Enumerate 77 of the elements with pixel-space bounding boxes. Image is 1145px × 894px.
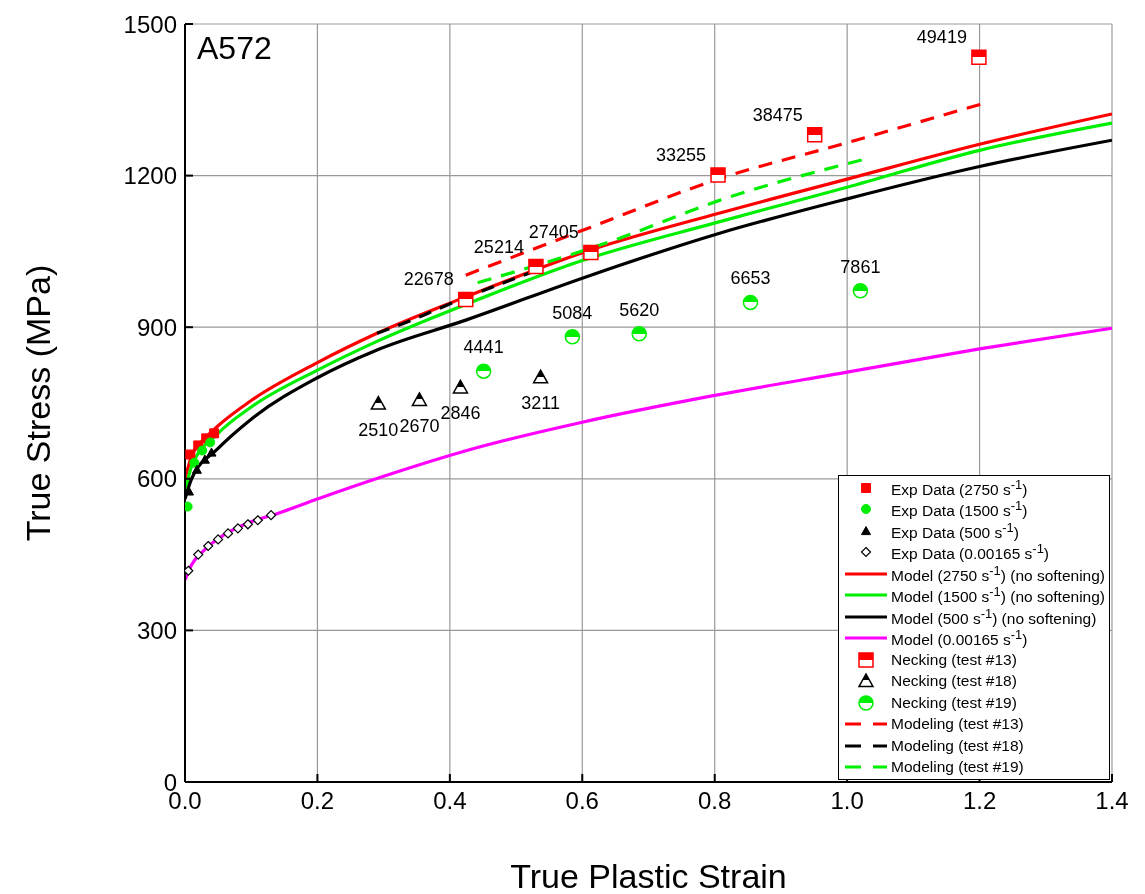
legend-label: Exp Data (2750 s$^{-1}$) [891, 476, 1028, 499]
legend-label: Modeling (test #13) [891, 715, 1024, 734]
legend-label: Model (1500 s$^{-1}$) (no softening) [891, 584, 1105, 607]
legend-label: Exp Data (500 s$^{-1}$) [891, 519, 1019, 542]
point [203, 540, 214, 552]
point [199, 454, 210, 464]
x-axis-title: True Plastic Strain [510, 857, 787, 894]
x-tick-label: 0.8 [698, 787, 732, 815]
point [583, 244, 599, 261]
annotation: 27405 [528, 222, 579, 243]
x-tick-label: 0.2 [300, 787, 335, 815]
annotation: 38475 [752, 104, 803, 125]
point [528, 258, 544, 275]
line-series [185, 326, 1112, 582]
legend-label: Necking (test #18) [891, 672, 1017, 691]
point [222, 528, 234, 539]
annotation: 22678 [403, 269, 454, 290]
annotation: 6653 [730, 268, 771, 289]
x-tick-label: 0.4 [433, 787, 467, 815]
point [742, 294, 759, 311]
annotation: 33255 [655, 145, 707, 166]
y-tick-label: 600 [136, 465, 177, 493]
point [852, 283, 869, 299]
point [185, 565, 194, 576]
legend-label: Exp Data (1500 s$^{-1}$) [891, 498, 1028, 521]
annotation: 3211 [521, 393, 560, 414]
legend-label: Exp Data (0.00165 s$^{-1}$) [891, 541, 1049, 564]
point [806, 126, 823, 143]
point [631, 326, 647, 342]
point [205, 437, 216, 448]
x-tick-label: 0.6 [565, 787, 599, 815]
legend-label: Model (2750 s$^{-1}$) (no softening) [891, 562, 1105, 585]
x-tick-label: 1.0 [830, 787, 864, 815]
point [475, 363, 492, 379]
legend-label: Necking (test #13) [891, 650, 1017, 669]
y-axis-title: True Stress (MPa) [19, 264, 58, 542]
annotation: 25214 [473, 236, 524, 257]
point [265, 510, 277, 521]
point [213, 534, 224, 545]
point [458, 291, 474, 308]
point [370, 395, 387, 410]
point [191, 464, 202, 474]
point [209, 428, 220, 439]
legend-label: Modeling (test #19) [891, 758, 1024, 777]
point [564, 329, 581, 345]
y-tick-label: 900 [136, 313, 177, 341]
legend-label: Modeling (test #18) [891, 736, 1024, 755]
legend-label: Necking (test #19) [891, 693, 1017, 712]
x-tick-label: 1.2 [962, 787, 997, 815]
annotation: 7861 [840, 256, 881, 277]
point [197, 445, 208, 456]
point [185, 449, 196, 460]
point [532, 369, 549, 384]
point [971, 49, 987, 66]
annotation: 2670 [399, 415, 440, 436]
annotation: 49419 [916, 27, 967, 48]
point [411, 392, 428, 407]
point [452, 379, 469, 394]
legend-label: Model (500 s$^{-1}$) (no softening) [891, 605, 1097, 628]
annotation: 5620 [619, 299, 660, 320]
x-tick-label: 1.4 [1095, 787, 1129, 815]
annotation: 5084 [552, 302, 593, 323]
y-tick-label: 1500 [123, 10, 177, 38]
annotation: 4441 [463, 337, 504, 358]
annotation: 2510 [358, 419, 399, 440]
annotation: 2846 [440, 403, 481, 424]
point [242, 519, 253, 530]
annotation: A572 [197, 30, 272, 67]
y-tick-label: 300 [136, 616, 177, 644]
point [189, 457, 200, 468]
point [252, 515, 263, 526]
point [206, 447, 217, 457]
point [232, 523, 244, 534]
y-tick-label: 1200 [123, 162, 177, 190]
legend-label: Model (0.00165 s$^{-1}$) [891, 627, 1028, 650]
point [193, 549, 204, 560]
point [710, 167, 726, 183]
